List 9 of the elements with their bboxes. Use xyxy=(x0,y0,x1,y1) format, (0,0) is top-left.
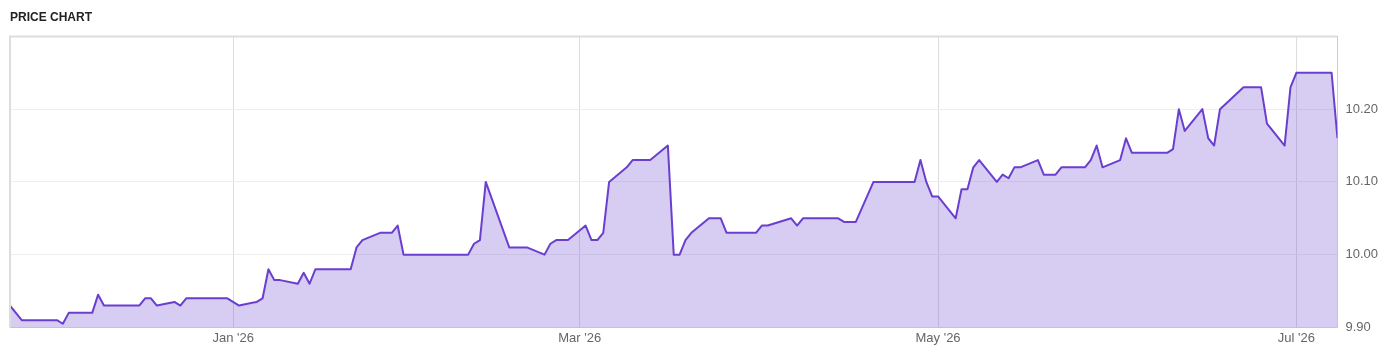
x-tick-label: Jul '26 xyxy=(1277,329,1315,345)
y-tick-label: 10.10 xyxy=(1345,173,1379,189)
y-tick-label: 10.20 xyxy=(1345,100,1379,116)
x-tick-label: Jan '26 xyxy=(212,329,254,345)
y-tick-label: 9.90 xyxy=(1345,318,1371,334)
x-tick-label: Mar '26 xyxy=(558,329,602,345)
y-tick-label: 10.00 xyxy=(1345,246,1379,262)
x-tick-label: May '26 xyxy=(915,329,961,345)
chart-title: PRICE CHART xyxy=(10,9,93,24)
